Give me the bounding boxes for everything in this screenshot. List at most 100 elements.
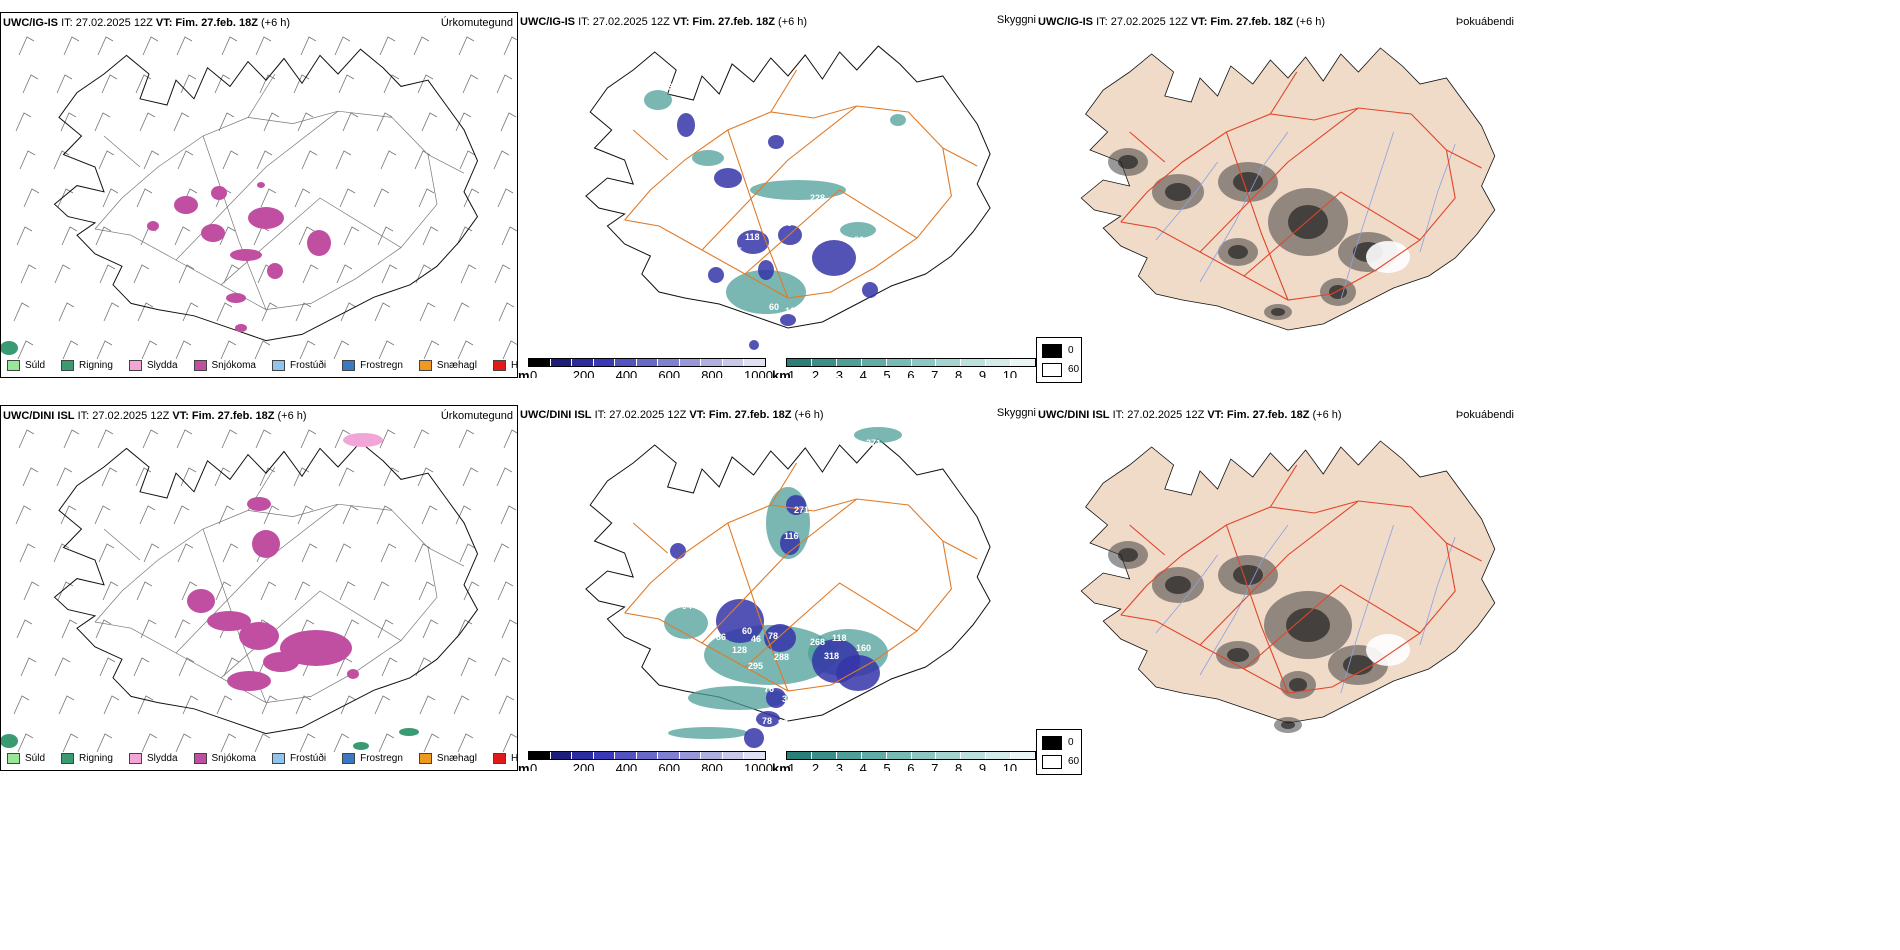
wind-barb [101, 467, 118, 487]
legend-label: Rigning [79, 753, 113, 764]
wind-barb [295, 302, 312, 322]
cloud-base-label: 97 [770, 340, 780, 350]
dewpoint-legend-row2: 0 60 [1036, 729, 1082, 775]
colorbar-tick: 7 [931, 761, 939, 772]
dewpoint-label: 60 [1068, 756, 1080, 767]
cloud-areas [677, 113, 878, 350]
colorbar-tick: 8 [954, 761, 963, 772]
colorbar-tick: 8 [954, 368, 963, 379]
wind-barb [58, 302, 75, 322]
cloudbase-colorbar: m 0 200 400 600 800 1000 [518, 751, 773, 772]
cloud-base-label: 128 [732, 645, 747, 655]
wind-barb [418, 581, 435, 601]
cloud-base-label: 84 [766, 218, 776, 228]
low-cloud-area [716, 599, 764, 643]
legend-label: Frostregn [360, 360, 403, 371]
wind-barb [373, 188, 390, 208]
wind-barb [56, 467, 73, 487]
panel-header: UWC/DINI ISL IT: 27.02.2025 12Z VT: Fim.… [3, 410, 307, 423]
fog-shade [1281, 721, 1295, 729]
colorbar-unit: m [518, 368, 530, 379]
wind-barb [216, 302, 233, 322]
legend-label: Snjókoma [211, 360, 256, 371]
cloud-base-label: 288 [774, 652, 789, 662]
colorbar-cell [936, 359, 962, 366]
wind-barb [180, 74, 197, 94]
low-cloud-area [836, 655, 880, 691]
wind-barb [301, 150, 318, 170]
rain-area [1, 341, 18, 355]
model-name: UWC/IG-IS [520, 16, 575, 28]
cloud-base-label: 16 [785, 306, 795, 316]
wind-barb [413, 429, 430, 449]
snow-area [267, 263, 283, 279]
fog-shade [1271, 308, 1285, 316]
wind-barb [493, 543, 510, 563]
colorbar-cell [593, 359, 616, 366]
wind-barb [22, 74, 39, 94]
wind-barb [16, 226, 33, 246]
panel-title: Þokuábendi [1455, 409, 1514, 421]
snow-area [235, 324, 247, 332]
wind-barb [297, 112, 314, 132]
legend-swatch [7, 360, 20, 371]
wind-barb [98, 150, 115, 170]
cloud-base-label: 88 [778, 718, 788, 728]
colorbar-tick: 2 [811, 368, 820, 379]
wind-barb [455, 505, 472, 525]
low-visibility-area [664, 607, 708, 639]
low-cloud-area [862, 282, 878, 298]
colorbar-cell [722, 359, 745, 366]
wind-barb [459, 543, 476, 563]
colorbar-tick: 9 [978, 761, 987, 772]
wind-barb [136, 188, 153, 208]
snow-area [280, 630, 352, 666]
wind-barb [176, 36, 193, 56]
colorbar-tick: 800 [701, 761, 723, 772]
fog-shade [1227, 648, 1249, 662]
colorbar-cell [572, 359, 594, 366]
wind-barb [97, 429, 114, 449]
colorbar-cell [861, 752, 887, 759]
colorbar-cell [861, 359, 887, 366]
wind-barb [62, 340, 79, 360]
colorbar-cell [836, 752, 862, 759]
dewpoint-map [1080, 47, 1496, 331]
colorbar-tick: 7 [931, 368, 939, 379]
legend-item: Haglél [492, 360, 517, 371]
wind-barb [18, 429, 35, 449]
wind-barb [383, 467, 400, 487]
iceland-coastline [53, 48, 479, 342]
wind-barb [342, 505, 359, 525]
wind-barb [381, 264, 398, 284]
low-cloud-area [744, 728, 764, 748]
low-cloud-area [756, 711, 780, 727]
wind-barb [263, 505, 280, 525]
dewpoint-swatch [1042, 363, 1062, 377]
precip-legend: Súld Rigning Slydda Snjókoma Frostúði Frostre… [7, 360, 517, 371]
wind-barb [99, 264, 116, 284]
wind-barb [421, 505, 438, 525]
panel-title: Skyggni [996, 14, 1036, 26]
road-network [1120, 464, 1482, 694]
wind-barb [377, 226, 394, 246]
wind-barb [135, 74, 152, 94]
wind-barb [335, 543, 352, 563]
legend-swatch [342, 753, 356, 764]
wind-barb [143, 543, 160, 563]
wind-barb [61, 619, 78, 639]
wind-barb [222, 150, 239, 170]
wind-barb [297, 505, 314, 525]
wind-barb [300, 36, 317, 56]
cloud-base-label: 79 [682, 208, 692, 218]
legend-swatch [492, 753, 506, 764]
snow-area [252, 530, 280, 558]
wind-barb [101, 74, 118, 94]
wind-barb [417, 467, 434, 487]
colorbar-cell [886, 752, 912, 759]
colorbar-tick: 600 [658, 368, 681, 379]
colorbar-tick: 200 [572, 761, 595, 772]
snow-area [230, 249, 262, 261]
